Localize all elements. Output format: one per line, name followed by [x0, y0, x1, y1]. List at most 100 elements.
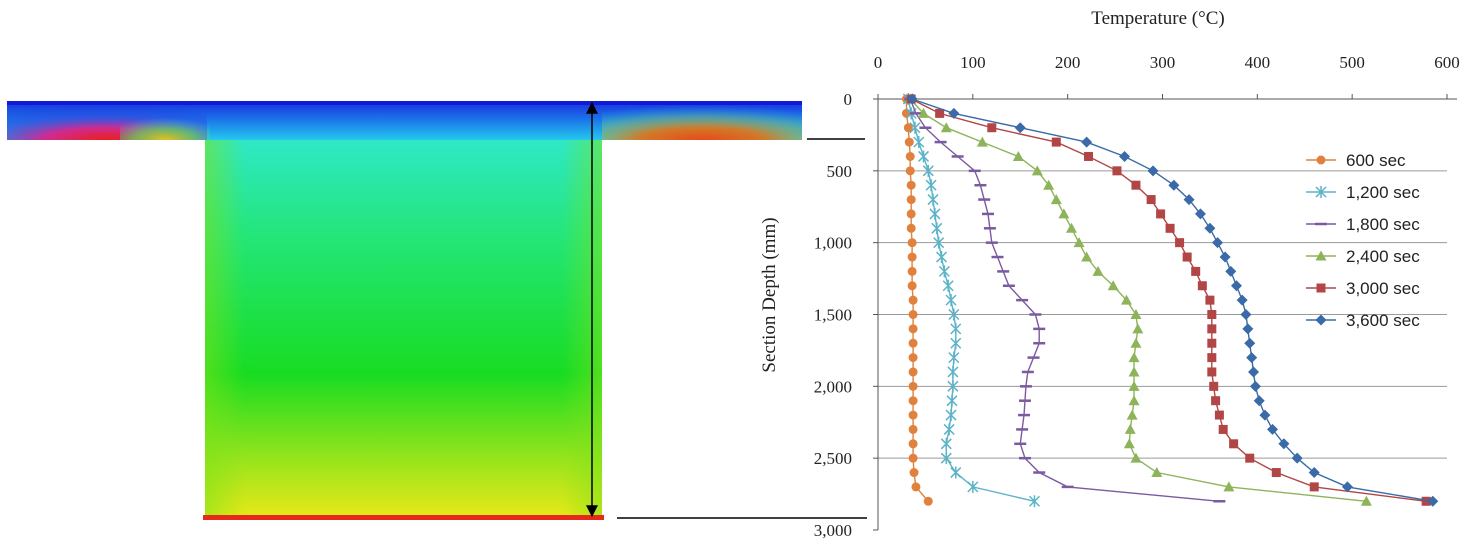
data-point	[1223, 481, 1235, 492]
data-point	[908, 453, 918, 463]
data-point	[927, 193, 939, 206]
data-point	[1240, 309, 1252, 320]
web-edge-shading	[205, 140, 602, 518]
x-tick-label: 200	[1055, 53, 1081, 72]
series-4	[906, 94, 1431, 506]
data-point	[1360, 495, 1372, 506]
data-point	[1128, 380, 1140, 391]
data-point	[1084, 151, 1094, 161]
data-point	[1014, 122, 1026, 134]
data-point	[1081, 251, 1093, 262]
data-point	[1253, 395, 1265, 407]
data-point	[1246, 352, 1258, 364]
data-point	[906, 223, 916, 233]
data-point	[917, 150, 930, 163]
series-line	[909, 98, 1367, 502]
data-point	[936, 251, 948, 264]
data-point	[946, 394, 958, 407]
data-point	[948, 107, 960, 119]
y-tick-label: 3,000	[814, 521, 852, 540]
data-point	[1081, 136, 1093, 148]
data-point	[1051, 137, 1061, 147]
series-1	[902, 93, 1041, 508]
data-point	[1126, 409, 1138, 420]
data-point	[1130, 452, 1142, 463]
data-point	[1248, 366, 1260, 378]
data-point	[908, 367, 918, 377]
data-point	[1271, 468, 1281, 478]
data-point	[933, 236, 945, 249]
data-point	[1244, 337, 1256, 349]
data-point	[1427, 495, 1439, 507]
legend-label: 600 sec	[1346, 151, 1406, 170]
data-point	[1050, 194, 1062, 205]
data-point	[906, 93, 918, 105]
data-point	[908, 353, 918, 363]
data-point	[909, 468, 919, 478]
data-point	[907, 252, 917, 262]
data-point	[1073, 237, 1085, 248]
data-point	[904, 137, 914, 147]
data-point	[1058, 208, 1070, 219]
data-point	[1191, 266, 1201, 276]
data-point	[943, 423, 955, 436]
plot-area	[901, 93, 1439, 508]
data-point	[906, 209, 916, 219]
x-tick-label: 300	[1150, 53, 1176, 72]
data-point	[931, 222, 943, 235]
data-point	[913, 136, 925, 149]
x-tick-labels: 0 100 200 300 400 500 600	[874, 53, 1460, 72]
data-point	[906, 180, 916, 190]
data-point	[1175, 238, 1185, 248]
legend-marker	[1315, 186, 1327, 198]
x-tick-label: 600	[1434, 53, 1460, 72]
legend: 600 sec 1,200 sec 1,800 sec 2,400 sec 3,000 …	[1306, 151, 1420, 330]
legend-marker	[1316, 283, 1326, 293]
data-point	[1028, 495, 1041, 508]
data-point	[908, 381, 918, 391]
data-point	[948, 308, 960, 321]
data-point	[942, 279, 954, 292]
series-0	[901, 94, 933, 506]
legend-item: 1,200 sec	[1306, 183, 1420, 202]
data-point	[1278, 438, 1290, 450]
data-point	[1205, 295, 1215, 305]
data-point	[908, 396, 918, 406]
data-point	[1124, 423, 1136, 434]
web-bottom-hot-edge	[203, 515, 604, 520]
data-point	[901, 108, 911, 118]
series-2	[904, 97, 1226, 503]
y-tick-label: 1,500	[814, 306, 852, 325]
legend-label: 3,600 sec	[1346, 311, 1420, 330]
data-point	[925, 179, 937, 192]
data-point	[908, 439, 918, 449]
data-point	[1309, 482, 1319, 492]
legend-marker	[1315, 250, 1327, 261]
legend-marker	[1315, 314, 1327, 326]
data-point	[1207, 324, 1217, 334]
data-point	[1230, 280, 1242, 292]
y-axis-title: Section Depth (mm)	[759, 217, 780, 372]
series-3	[904, 93, 1372, 506]
data-point	[1128, 366, 1140, 377]
data-point	[1107, 280, 1119, 291]
data-point	[906, 195, 916, 205]
flange-right-hot-zone	[602, 101, 802, 140]
flange-top-edge	[7, 101, 802, 105]
data-point	[1245, 453, 1255, 463]
y-tick-label: 0	[844, 90, 853, 109]
data-point	[905, 151, 915, 161]
data-point	[1242, 323, 1254, 335]
data-point	[1207, 338, 1217, 348]
y-tick-label: 500	[827, 162, 853, 181]
data-point	[938, 265, 950, 278]
x-tick-label: 100	[960, 53, 986, 72]
data-point	[907, 238, 917, 248]
data-point	[1211, 396, 1221, 406]
legend-label: 3,000 sec	[1346, 279, 1420, 298]
data-point	[1031, 165, 1043, 176]
data-point	[1218, 424, 1228, 434]
data-point	[940, 437, 952, 450]
data-point	[940, 122, 952, 133]
data-point	[908, 310, 918, 319]
